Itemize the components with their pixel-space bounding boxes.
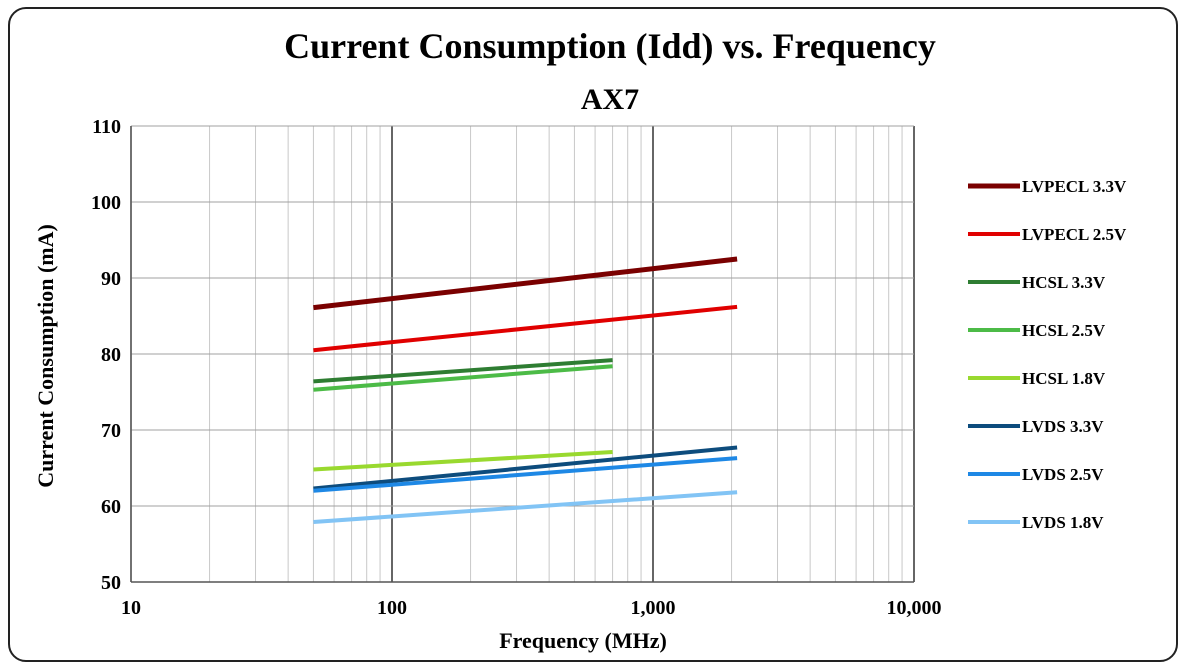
legend: LVPECL 3.3V LVPECL 2.5V HCSL 3.3V HCSL 2.5V…	[968, 177, 1127, 532]
legend-label-lvpecl-2-5v: LVPECL 2.5V	[1022, 225, 1127, 244]
series-line-hcsl-3-3v	[313, 358, 613, 384]
x-axis-label: Frequency (MHz)	[499, 628, 667, 653]
chart-title: Current Consumption (Idd) vs. Frequency	[284, 26, 936, 66]
series-line-lvpecl-3-3v	[313, 256, 738, 311]
legend-label-lvds-3-3v: LVDS 3.3V	[1022, 417, 1104, 436]
series-line-hcsl-1-8v	[313, 450, 613, 472]
chart-subtitle: AX7	[581, 83, 639, 116]
series-line-hcsl-2-5v	[313, 364, 613, 392]
series-layer	[313, 256, 738, 524]
legend-label-lvds-1-8v: LVDS 1.8V	[1022, 513, 1104, 532]
grid-layer	[130, 125, 915, 583]
y-tick-label: 100	[91, 192, 121, 214]
y-tick-label: 90	[101, 268, 121, 290]
x-tick-label: 1,000	[631, 597, 676, 619]
legend-label-hcsl-3-3v: HCSL 3.3V	[1022, 273, 1106, 292]
x-tick-label: 10	[121, 597, 141, 619]
series-line-lvds-3-3v	[313, 445, 738, 491]
x-tick-label: 100	[377, 597, 407, 619]
series-line-lvds-1-8v	[313, 490, 738, 524]
y-tick-label: 70	[101, 420, 121, 442]
legend-label-lvpecl-3-3v: LVPECL 3.3V	[1022, 177, 1127, 196]
series-line-lvds-2-5v	[313, 456, 738, 493]
y-axis-label: Current Consumption (mA)	[33, 224, 58, 488]
y-tick-label: 50	[101, 572, 121, 594]
legend-label-hcsl-2-5v: HCSL 2.5V	[1022, 321, 1106, 340]
y-tick-label: 60	[101, 496, 121, 518]
legend-label-hcsl-1-8v: HCSL 1.8V	[1022, 369, 1106, 388]
y-tick-label: 110	[92, 116, 121, 138]
axis-layer: 10 100 1,000 10,000 50 60 70 80 90 100 110	[91, 116, 942, 619]
legend-label-lvds-2-5v: LVDS 2.5V	[1022, 465, 1104, 484]
y-tick-label: 80	[101, 344, 121, 366]
chart-frame	[8, 7, 1178, 662]
x-tick-label: 10,000	[887, 597, 942, 619]
series-line-lvpecl-2-5v	[313, 304, 738, 353]
